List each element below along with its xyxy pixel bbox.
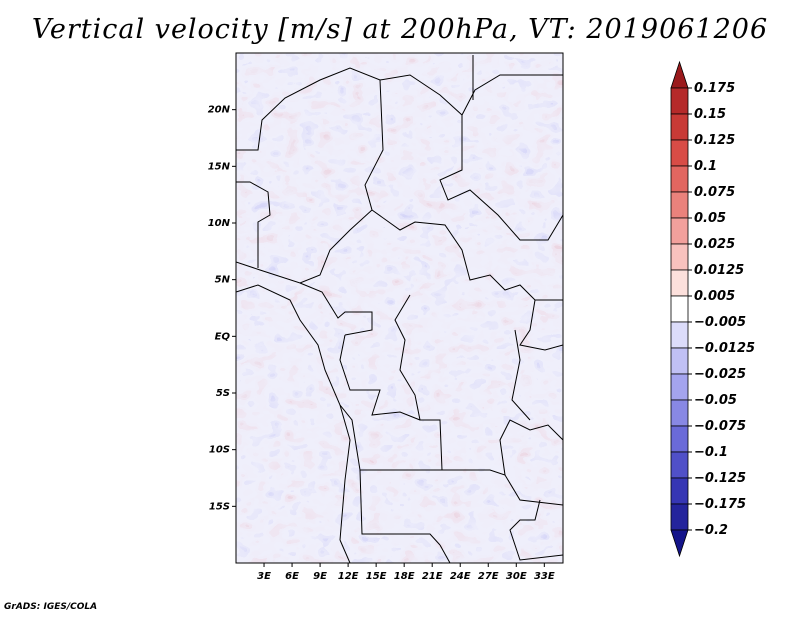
colorbar-swatch bbox=[670, 113, 689, 141]
colorbar-label: −0.05 bbox=[694, 393, 737, 408]
colorbar-label: −0.2 bbox=[694, 523, 728, 538]
colorbar-swatch bbox=[670, 87, 689, 115]
colorbar-label: 0.025 bbox=[694, 237, 735, 252]
colorbar-swatch bbox=[670, 477, 689, 505]
colorbar-label: 0.125 bbox=[694, 133, 735, 148]
map-title: Vertical velocity [m/s] at 200hPa, VT: 2… bbox=[31, 14, 769, 45]
colorbar-label: 0.0125 bbox=[694, 263, 744, 278]
colorbar-swatch bbox=[670, 373, 689, 401]
lon-tick-label: 21E bbox=[422, 571, 443, 582]
colorbar-label: −0.175 bbox=[694, 497, 746, 512]
colorbar-label: 0.075 bbox=[694, 185, 735, 200]
credit-text: GrADS: IGES/COLA bbox=[4, 602, 98, 612]
colorbar: 0.175 0.15 0.125 0.1 0.075 0.05 0.025 0.0125 0.0… bbox=[670, 60, 755, 558]
lat-tick-label: 15N bbox=[208, 161, 231, 172]
map-frame bbox=[235, 52, 564, 564]
colorbar-swatch bbox=[670, 529, 689, 558]
country-borders bbox=[236, 55, 563, 563]
colorbar-swatch bbox=[670, 347, 689, 375]
colorbar-swatch bbox=[670, 425, 689, 453]
colorbar-swatch bbox=[670, 399, 689, 427]
lon-tick-label: 3E bbox=[257, 571, 271, 582]
colorbar-swatch bbox=[670, 451, 689, 479]
lat-tick-label: 15S bbox=[209, 501, 230, 512]
lon-tick-label: 12E bbox=[338, 571, 359, 582]
lat-tick-label: 10N bbox=[208, 218, 231, 229]
colorbar-swatch bbox=[670, 191, 689, 219]
colorbar-swatch bbox=[670, 60, 689, 89]
lon-tick-label: 9E bbox=[313, 571, 327, 582]
velocity-field bbox=[236, 53, 563, 563]
colorbar-swatch bbox=[670, 243, 689, 271]
colorbar-swatch bbox=[670, 321, 689, 349]
lon-tick-label: 15E bbox=[366, 571, 387, 582]
colorbar-label: −0.125 bbox=[694, 471, 746, 486]
colorbar-label: 0.1 bbox=[694, 159, 717, 174]
colorbar-label: −0.1 bbox=[694, 445, 728, 460]
colorbar-label: −0.0125 bbox=[694, 341, 755, 356]
colorbar-swatch bbox=[670, 269, 689, 297]
lat-tick-label: 5N bbox=[215, 275, 231, 286]
lon-tick-label: 33E bbox=[534, 571, 555, 582]
colorbar-label: 0.15 bbox=[694, 107, 726, 122]
lon-tick-label: 24E bbox=[450, 571, 471, 582]
lat-tick-label: 10S bbox=[209, 445, 230, 456]
lon-tick-label: 30E bbox=[506, 571, 527, 582]
colorbar-swatch bbox=[670, 165, 689, 193]
lat-tick-label: 20N bbox=[208, 105, 231, 116]
colorbar-label: −0.025 bbox=[694, 367, 746, 382]
colorbar-swatch bbox=[670, 503, 689, 531]
axis-ticks: 3E 6E 9E 12E 15E 18E 21E 24E 27E 30E 33E 20N 15N 10N 5… bbox=[208, 105, 555, 582]
colorbar-label: −0.075 bbox=[694, 419, 746, 434]
colorbar-label: 0.175 bbox=[694, 81, 735, 96]
lon-tick-label: 6E bbox=[285, 571, 299, 582]
lat-tick-label: EQ bbox=[215, 331, 231, 342]
colorbar-swatch bbox=[670, 217, 689, 245]
colorbar-swatch bbox=[670, 139, 689, 167]
colorbar-label: 0.005 bbox=[694, 289, 735, 304]
colorbar-label: 0.05 bbox=[694, 211, 726, 226]
lon-tick-label: 27E bbox=[478, 571, 499, 582]
lon-tick-label: 18E bbox=[394, 571, 415, 582]
colorbar-swatch bbox=[670, 295, 689, 323]
lat-tick-label: 5S bbox=[216, 388, 230, 399]
colorbar-label: −0.005 bbox=[694, 315, 746, 330]
